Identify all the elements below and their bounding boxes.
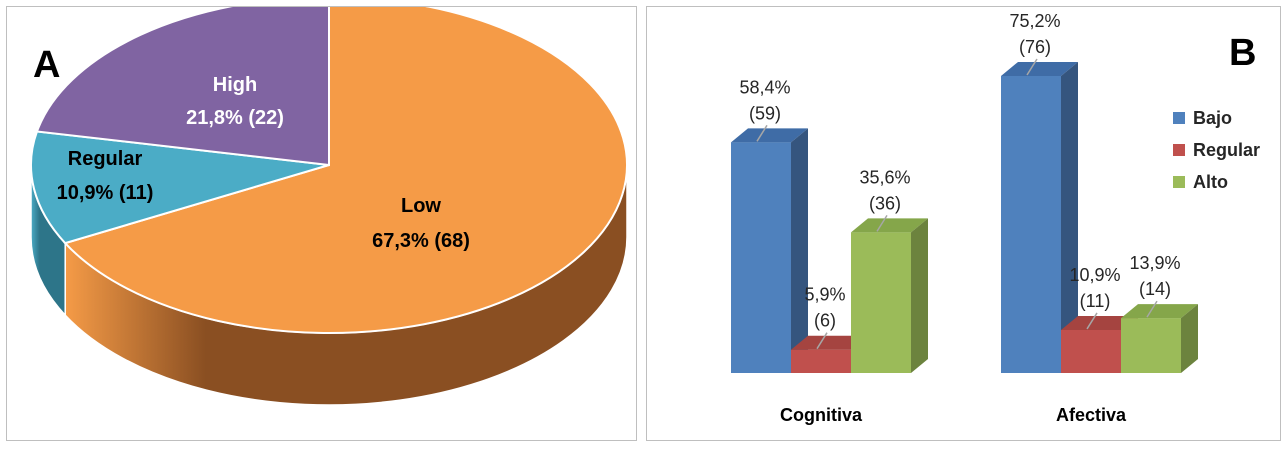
legend-swatch-alto xyxy=(1173,176,1185,188)
pie-label-low-name: Low xyxy=(401,195,441,217)
category-label-cognitiva: Cognitiva xyxy=(780,405,863,425)
bar-side-alto-afectiva xyxy=(1181,304,1198,373)
bar-front-alto-afectiva xyxy=(1121,318,1181,373)
bar-chart-panel: B 58,4% (59) 5,9% (6) 35,6% (36) 75,2% (76) 10,9… xyxy=(646,6,1281,441)
pie-label-low-value: 67,3% (68) xyxy=(372,230,470,252)
leader-line-bajo-cognitiva xyxy=(756,124,768,142)
pie-label-high-name: High xyxy=(213,74,257,96)
leader-line-alto-cognitiva xyxy=(876,214,888,232)
legend-label-alto: Alto xyxy=(1193,172,1228,192)
leader-line-alto-afectiva xyxy=(1146,300,1158,318)
bar-bajo-afectiva xyxy=(1001,61,1078,374)
bar-top-regular-cognitiva xyxy=(791,335,868,350)
bar-label-count-regular-afectiva: (11) xyxy=(1080,291,1111,311)
bar-regular-cognitiva xyxy=(791,335,868,373)
bar-side-bajo-cognitiva xyxy=(791,128,808,373)
panel-letter-a: A xyxy=(33,44,60,86)
pie-chart-panel: A Low 67,3% (68) Regular 10,9% (11) High 21,8… xyxy=(6,6,637,441)
bar-label-count-bajo-afectiva: (76) xyxy=(1019,37,1051,57)
bar-label-pct-alto-afectiva: 13,9% xyxy=(1129,253,1180,273)
bar-top-bajo-cognitiva xyxy=(731,128,808,143)
leader-line-regular-afectiva xyxy=(1086,312,1098,330)
bar-top-regular-afectiva xyxy=(1061,315,1138,330)
bar-front-bajo-cognitiva xyxy=(731,142,791,373)
bar-label-count-alto-afectiva: (14) xyxy=(1139,279,1171,299)
bar-label-pct-regular-afectiva: 10,9% xyxy=(1069,265,1120,285)
bar-label-pct-regular-cognitiva: 5,9% xyxy=(804,285,845,305)
bar-front-bajo-afectiva xyxy=(1001,75,1061,374)
bar-side-bajo-afectiva xyxy=(1061,61,1078,374)
bar-label-count-bajo-cognitiva: (59) xyxy=(749,103,781,123)
pie-label-high-value: 21,8% (22) xyxy=(186,107,284,129)
leader-line-bajo-afectiva xyxy=(1026,58,1038,76)
bar-label-count-alto-cognitiva: (36) xyxy=(869,193,901,213)
bar-label-pct-alto-cognitiva: 35,6% xyxy=(859,167,910,187)
legend-label-regular: Regular xyxy=(1193,140,1260,160)
bar-top-bajo-afectiva xyxy=(1001,61,1078,76)
pie-chart: A Low 67,3% (68) Regular 10,9% (11) High 21,8… xyxy=(30,7,628,406)
bar-label-pct-bajo-afectiva: 75,2% xyxy=(1009,11,1060,31)
pie-label-regular-value: 10,9% (11) xyxy=(57,182,154,204)
legend-swatch-regular xyxy=(1173,144,1185,156)
pie-slice-low xyxy=(63,7,628,334)
legend-label-bajo: Bajo xyxy=(1193,108,1232,128)
pie-label-regular-name: Regular xyxy=(68,148,143,170)
bar-bajo-cognitiva xyxy=(731,128,808,373)
bar-chart: B 58,4% (59) 5,9% (6) 35,6% (36) 75,2% (76) 10,9… xyxy=(731,11,1260,425)
bar-front-regular-cognitiva xyxy=(791,349,851,373)
bar-front-regular-afectiva xyxy=(1061,329,1121,373)
bar-alto-afectiva xyxy=(1121,304,1198,373)
bar-top-alto-cognitiva xyxy=(851,218,928,233)
bar-front-alto-cognitiva xyxy=(851,232,911,373)
category-label-afectiva: Afectiva xyxy=(1056,405,1127,425)
leader-line-regular-cognitiva xyxy=(816,332,828,350)
bar-side-alto-cognitiva xyxy=(911,218,928,373)
pie-slice-high xyxy=(35,7,330,167)
legend-swatch-bajo xyxy=(1173,112,1185,124)
bar-label-pct-bajo-cognitiva: 58,4% xyxy=(739,77,790,97)
legend: Bajo Regular Alto xyxy=(1173,108,1260,192)
bar-label-count-regular-cognitiva: (6) xyxy=(814,311,836,331)
bar-alto-cognitiva xyxy=(851,218,928,373)
bar-top-alto-afectiva xyxy=(1121,304,1198,319)
panel-letter-b: B xyxy=(1229,32,1256,74)
pie-slice-regular xyxy=(30,130,330,245)
